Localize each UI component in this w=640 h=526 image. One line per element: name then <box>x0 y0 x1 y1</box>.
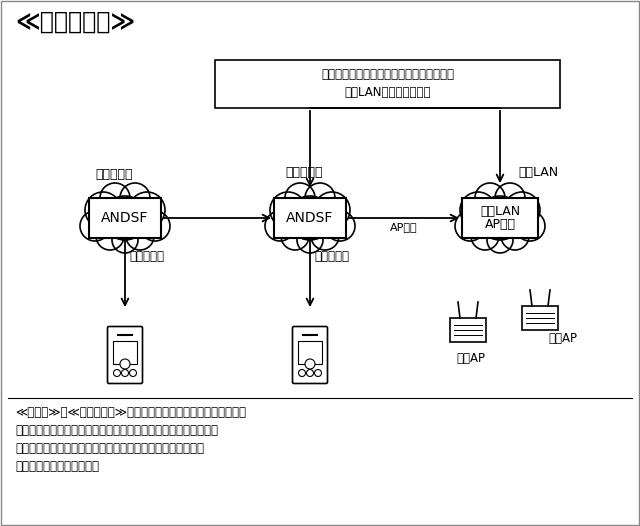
Circle shape <box>314 369 321 377</box>
Text: ≪構成技術３≫: ≪構成技術３≫ <box>15 10 135 34</box>
Circle shape <box>460 192 496 228</box>
Text: AP情報: AP情報 <box>484 218 515 231</box>
Circle shape <box>305 183 335 213</box>
Circle shape <box>504 192 540 228</box>
Circle shape <box>265 211 295 241</box>
Text: 無緞LAN: 無緞LAN <box>518 166 558 179</box>
Circle shape <box>113 369 120 377</box>
Circle shape <box>307 369 314 377</box>
Circle shape <box>122 369 129 377</box>
Circle shape <box>129 192 165 228</box>
Circle shape <box>85 192 121 228</box>
Circle shape <box>471 222 499 250</box>
Text: ANDSF: ANDSF <box>101 211 148 225</box>
Text: 公衆AP: 公衆AP <box>456 352 485 365</box>
Bar <box>298 341 322 363</box>
Text: 接続ポリシ生成の際、公平性確保のため、: 接続ポリシ生成の際、公平性確保のため、 <box>321 68 454 81</box>
Circle shape <box>288 196 332 240</box>
Bar <box>89 198 161 238</box>
Text: 接続ポリシ: 接続ポリシ <box>314 250 349 263</box>
Circle shape <box>478 196 522 240</box>
Text: （端末接続抑止率、接続遅延時間、無緞パラメータ）について、: （端末接続抑止率、接続遅延時間、無緞パラメータ）について、 <box>15 424 218 437</box>
Text: AP情報: AP情報 <box>390 222 418 232</box>
Circle shape <box>270 192 306 228</box>
Circle shape <box>96 222 124 250</box>
Circle shape <box>455 211 485 241</box>
Bar <box>113 341 137 363</box>
Circle shape <box>298 369 305 377</box>
Text: 移動網＃１: 移動網＃１ <box>95 168 132 181</box>
FancyBboxPatch shape <box>108 327 143 383</box>
Text: 無緞LANの調停を受ける: 無緞LANの調停を受ける <box>344 86 431 99</box>
Circle shape <box>495 183 525 213</box>
Circle shape <box>140 211 170 241</box>
Text: ≪３－１≫：≪構成技術１≫で適用する接続ポリシの各パラメータ: ≪３－１≫：≪構成技術１≫で適用する接続ポリシの各パラメータ <box>15 406 246 419</box>
Text: 無緞LAN: 無緞LAN <box>480 205 520 218</box>
Circle shape <box>126 222 154 250</box>
Circle shape <box>129 369 136 377</box>
Bar <box>522 306 558 330</box>
Circle shape <box>297 227 323 253</box>
Circle shape <box>515 211 545 241</box>
Circle shape <box>314 192 350 228</box>
Bar <box>215 60 560 108</box>
Circle shape <box>487 227 513 253</box>
Circle shape <box>80 211 110 241</box>
Circle shape <box>100 183 130 213</box>
Text: 過去の接続ポリシ生成状況を比較した上で公平性が確保でき: 過去の接続ポリシ生成状況を比較した上で公平性が確保でき <box>15 442 204 455</box>
Circle shape <box>501 222 529 250</box>
Bar <box>450 318 486 342</box>
Text: 接続ポリシ: 接続ポリシ <box>129 250 164 263</box>
Text: 移動網＃２: 移動網＃２ <box>285 166 323 179</box>
Circle shape <box>311 222 339 250</box>
Circle shape <box>305 359 315 369</box>
Circle shape <box>285 183 315 213</box>
FancyBboxPatch shape <box>292 327 328 383</box>
Text: る接続ポリシ生成のみ許可: る接続ポリシ生成のみ許可 <box>15 460 99 473</box>
Text: ANDSF: ANDSF <box>286 211 333 225</box>
Circle shape <box>120 359 130 369</box>
Circle shape <box>475 183 505 213</box>
Circle shape <box>281 222 309 250</box>
Text: 公衆AP: 公衆AP <box>548 332 577 345</box>
Circle shape <box>103 196 147 240</box>
Bar <box>274 198 346 238</box>
Circle shape <box>325 211 355 241</box>
Bar <box>462 198 538 238</box>
Circle shape <box>120 183 150 213</box>
Circle shape <box>112 227 138 253</box>
